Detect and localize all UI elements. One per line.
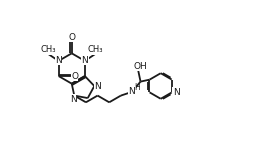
Text: N: N [129,87,135,96]
Text: CH₃: CH₃ [40,45,56,54]
Text: O: O [68,33,75,42]
Text: CH₃: CH₃ [88,45,103,54]
Text: N: N [55,56,62,65]
Text: N: N [70,95,77,104]
Text: O: O [71,72,78,81]
Text: OH: OH [134,62,147,71]
Text: N: N [173,88,179,97]
Text: N: N [95,82,101,90]
Text: N: N [81,56,88,65]
Text: H: H [134,83,140,92]
